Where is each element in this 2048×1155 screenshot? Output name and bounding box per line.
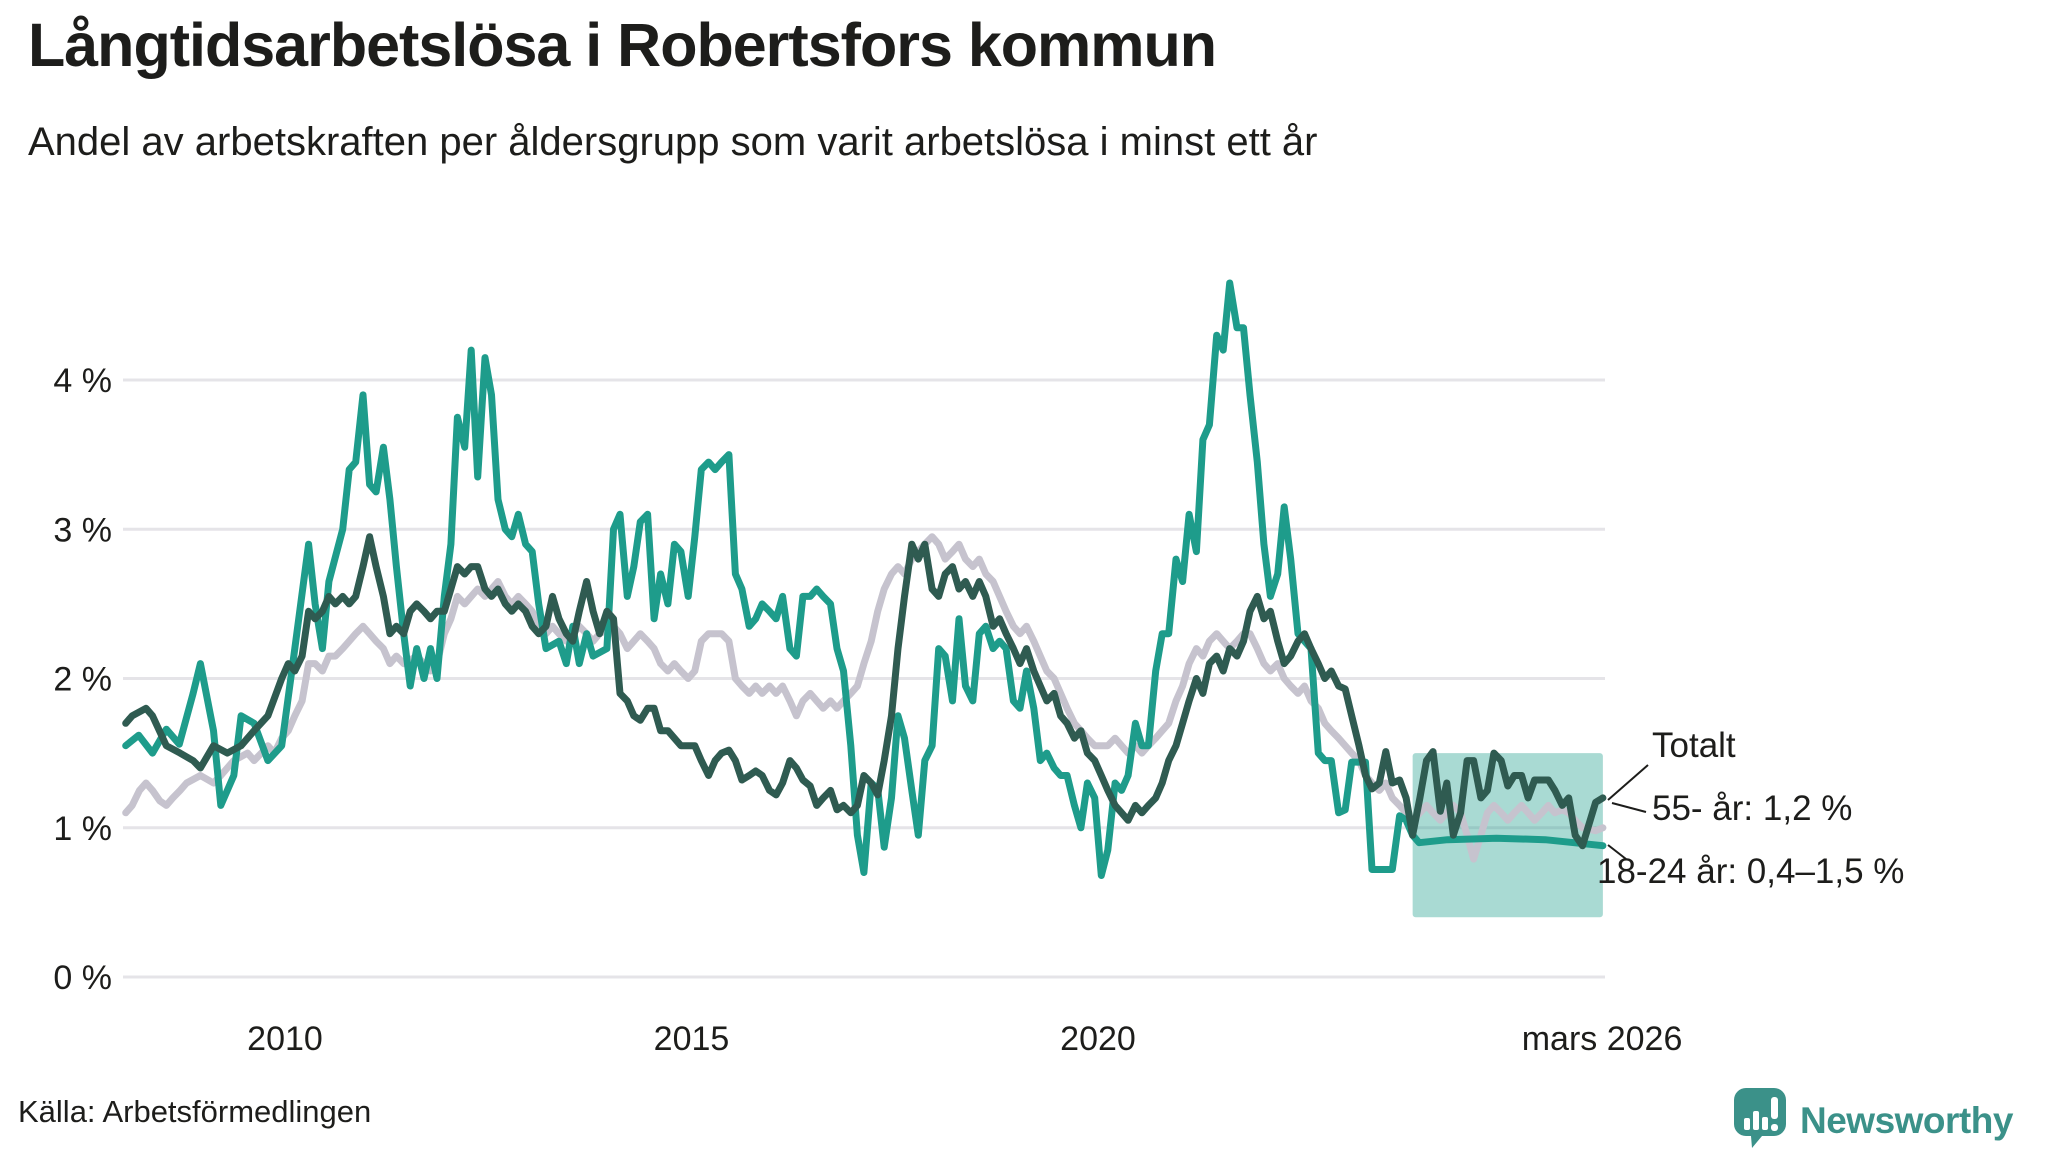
annotation-label-55-ar: 55- år: 1,2 % [1652,789,1853,828]
x-axis-tick-label: 2010 [247,1020,323,1058]
x-axis-tick-label: 2015 [654,1020,730,1058]
y-axis-tick-label: 2 % [53,661,112,699]
annotation-label-totalt: Totalt [1652,726,1736,765]
bar-chart-speech-bubble-icon [1732,1086,1788,1155]
y-axis-tick-label: 3 % [53,511,112,549]
x-axis-tick-label: mars 2026 [1522,1020,1683,1058]
series-line-55-år [122,533,1607,850]
annotation-label-18-24-ar: 18-24 år: 0,4–1,5 % [1597,852,1905,891]
annotation-connector-line [1607,764,1649,801]
y-axis-tick-label: 1 % [53,810,112,848]
annotation-connector-line [1611,802,1647,813]
chart-subtitle: Andel av arbetskraften per åldersgrupp s… [28,120,1318,164]
newsworthy-logo-text: Newsworthy [1800,1099,2013,1141]
y-axis-tick-label: 4 % [53,362,112,400]
chart-title: Långtidsarbetslösa i Robertsfors kommun [28,11,1217,79]
x-axis-tick-label: 2020 [1060,1020,1136,1058]
series-line-totalt [122,533,1607,863]
annotation-connector-line [1607,844,1627,860]
y-axis-tick-label: 0 % [53,959,112,997]
series-line-18-24-år [122,279,1607,879]
source-note: Källa: Arbetsförmedlingen [18,1094,372,1129]
newsworthy-branding: Newsworthy [1732,1086,2013,1155]
